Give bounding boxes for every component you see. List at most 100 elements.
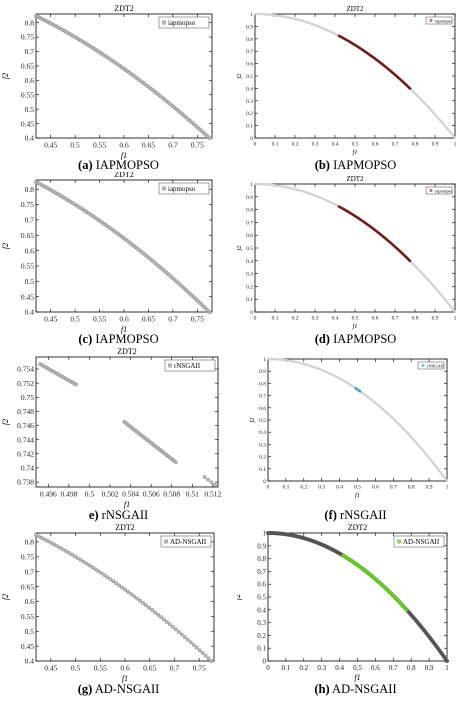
y-tick-label: 1 (263, 530, 267, 538)
x-axis-label: f1 (121, 151, 127, 160)
x-tick-label: 0.2 (300, 485, 307, 491)
y-tick-label: 0.75 (21, 552, 34, 561)
x-tick-label: 0.9 (426, 485, 433, 491)
x-tick-label: 0.75 (191, 315, 204, 324)
chart-title: ZDT2 (114, 172, 134, 179)
chart-panel-a: ZDT2 0.45 0.5 0.55 0.6 0.65 0.7 0.75 0.4 0.45 0.5 0… (0, 0, 237, 175)
y-tick-label: 0.1 (259, 467, 266, 473)
y-axis-label: f2 (249, 417, 256, 423)
y-tick-label: 0.8 (25, 538, 35, 547)
x-tick-label: 0.65 (143, 664, 156, 673)
data-point (75, 556, 80, 561)
y-tick-label: 0.75 (21, 393, 34, 402)
chart-panel-h: ZDT2 0 0.1 0.2 0.3 0.4 0.5 0.6 0.7 0.8 0.9 1 0 0.1 0.2… (237, 516, 474, 701)
data-point (66, 550, 71, 555)
y-tick-label: 1 (250, 182, 253, 188)
data-point (138, 598, 143, 603)
x-tick-label: 0.55 (93, 141, 106, 150)
y-tick-label: 0.4 (25, 657, 35, 666)
data-point (99, 571, 104, 576)
x-tick-label: 0.506 (143, 490, 160, 499)
x-axis-label: f1 (352, 323, 357, 330)
data-point (123, 587, 128, 592)
legend-label: AD-NSGAII (403, 538, 440, 546)
x-tick-label: 0.4 (336, 485, 343, 491)
chart-panel-c: ZDT2 0.45 0.5 0.55 0.6 0.65 0.7 0.75 0.4 0.45 0.5 0… (0, 172, 237, 347)
x-tick-label: 0.7 (168, 315, 178, 324)
data-point (161, 617, 166, 622)
legend-marker (429, 19, 433, 22)
y-tick-label: 0.8 (25, 185, 35, 194)
legend-marker (161, 20, 167, 25)
legend-label: iapmopso (168, 185, 196, 193)
data-point (144, 603, 149, 608)
series-iapmopso (337, 205, 412, 263)
data-point (135, 596, 140, 601)
chart-title: ZDT2 (348, 523, 368, 532)
legend-box (425, 16, 453, 25)
x-tick-label: 0.2 (299, 664, 308, 672)
data-point (69, 552, 74, 557)
x-tick-label: 0.1 (272, 316, 279, 322)
x-tick-label: 0.5 (70, 315, 80, 324)
data-point (141, 601, 146, 605)
caption-letter: (h) (314, 682, 330, 696)
caption-text: IAPMOPSO (329, 332, 397, 346)
x-tick-label: 0.51 (186, 490, 199, 499)
x-tick-label: 0.45 (44, 315, 57, 324)
x-tick-label: 0.5 (354, 485, 361, 491)
data-point (203, 653, 208, 658)
chart-svg: ZDT2 0.45 0.5 0.55 0.6 0.65 0.7 0.75 0.4 0.45 0.5 0… (1, 4, 213, 160)
x-tick-label: 0.8 (407, 664, 416, 672)
y-tick-label: 0.2 (259, 455, 266, 461)
y-axis-label: f2 (1, 73, 10, 79)
series-iapmopso (34, 13, 212, 141)
legend-marker (396, 539, 402, 544)
data-point (179, 632, 184, 637)
data-point (202, 475, 207, 480)
x-tick-label: 0.2 (292, 316, 299, 322)
y-tick-label: 0.65 (21, 582, 34, 591)
y-tick-label: 0.74 (21, 464, 34, 473)
x-tick-label: 0.5 (352, 316, 359, 322)
data-point (176, 630, 181, 634)
legend-label: iapmopso (168, 19, 196, 27)
y-tick-label: 0.6 (246, 233, 253, 239)
y-tick-label: 0.3 (246, 99, 253, 105)
data-point (167, 622, 172, 627)
x-tick-label: 0.65 (142, 141, 155, 150)
x-tick-label: 0.75 (191, 141, 204, 150)
data-point (57, 545, 62, 550)
caption-text: AD-NSGAII (92, 682, 160, 696)
data-point (182, 635, 187, 640)
series-ad-nsgaii (34, 532, 214, 664)
x-tick-label: 0.1 (282, 664, 291, 672)
x-tick-label: 0.502 (102, 490, 119, 499)
y-tick-label: 0.75 (21, 33, 34, 42)
y-tick-label: 0 (263, 658, 267, 666)
data-point (129, 592, 134, 597)
chart-panel-f: 0 0.1 0.2 0.3 0.4 0.5 0.6 0.7 0.8 0.9 1 0 0.1 0.2 0.3 0… (237, 344, 474, 519)
y-tick-label: 0.9 (246, 195, 253, 201)
chart-title: ZDT2 (346, 5, 364, 13)
series-line (337, 205, 412, 263)
y-tick-label: 0.8 (246, 208, 253, 214)
y-tick-label: 0.5 (25, 105, 35, 114)
y-tick-label: 0.2 (246, 111, 253, 117)
y-tick-label: 0.2 (257, 632, 266, 640)
y-tick-label: 0.55 (21, 90, 34, 99)
data-point (150, 608, 154, 612)
caption-text: rNSGAII (98, 508, 149, 522)
series-line (337, 34, 412, 90)
chart-svg: ZDT2 0 0.1 0.2 0.3 0.4 0.5 0.6 0.7 0.8 0.9 1 0 0.1 0.2… (237, 5, 457, 156)
y-tick-label: 0 (263, 479, 266, 485)
x-tick-label: 0.5 (70, 141, 80, 150)
y-tick-label: 0.7 (25, 567, 35, 576)
data-point (37, 534, 41, 539)
data-point (404, 608, 409, 612)
y-tick-label: 0.6 (246, 62, 253, 68)
x-tick-label: 0.4 (332, 142, 339, 148)
y-tick-label: 0.7 (257, 568, 266, 576)
x-tick-label: 0.5 (85, 490, 95, 499)
x-tick-label: 1 (446, 485, 449, 491)
